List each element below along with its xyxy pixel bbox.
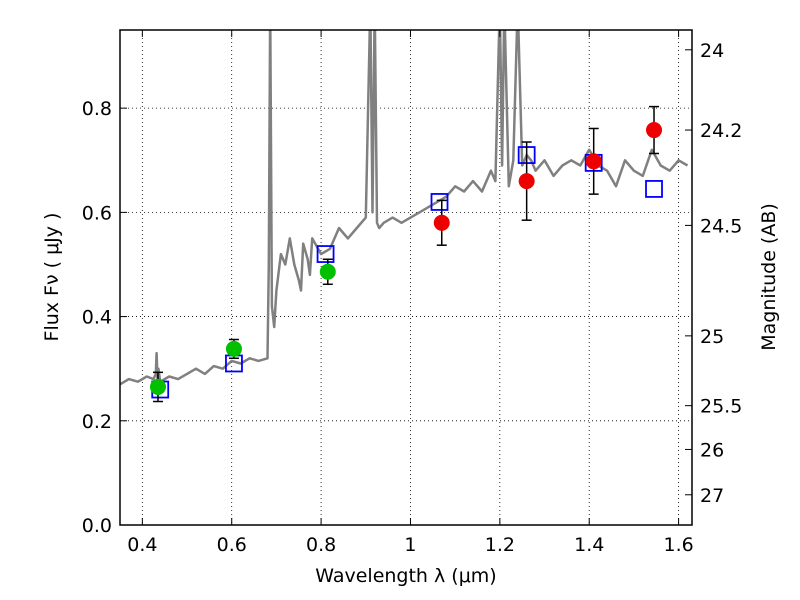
tick-layer: 0.4 0.6 0.8 1 1.2 1.4 1.6 0.0 0.2 0.4 0.6 0.8 24 24.2… — [82, 30, 742, 556]
x-tick-label: 0.8 — [306, 534, 336, 556]
photometry-point — [319, 263, 336, 280]
plot-frame — [119, 29, 693, 526]
spectrum-layer — [120, 30, 689, 386]
photometry-point — [433, 214, 450, 231]
y-tick-label: 0.4 — [82, 307, 112, 329]
y2-tick-label: 26 — [700, 439, 724, 461]
photometry-point — [149, 378, 166, 395]
y2-tick-label: 24.5 — [700, 215, 742, 237]
y-tick-label: 0.8 — [82, 98, 112, 120]
model-photometry-square — [645, 180, 663, 198]
y-axis-label: Flux Fν ( μJy ) — [41, 213, 63, 342]
y2-tick-label: 24.2 — [700, 120, 742, 142]
photometry-point — [518, 173, 535, 190]
x-tick-label: 1 — [404, 534, 416, 556]
x-axis-label: Wavelength λ (μm) — [315, 565, 496, 587]
model-photometry-square — [316, 245, 335, 263]
grid-layer — [120, 30, 692, 526]
y-tick-label: 0.0 — [82, 515, 112, 537]
y-tick-label: 0.6 — [82, 202, 112, 224]
x-tick-label: 1.2 — [485, 534, 515, 556]
y2-tick-label: 27 — [700, 485, 724, 507]
photometry-point — [585, 153, 602, 170]
y2-axis-label: Magnitude (AB) — [758, 203, 780, 351]
x-tick-label: 0.4 — [127, 534, 157, 556]
x-tick-label: 1.6 — [663, 534, 693, 556]
y2-tick-label: 24 — [700, 40, 724, 62]
spectrum-line — [120, 30, 689, 386]
model-photometry-square — [430, 193, 449, 211]
marker-layer — [149, 105, 663, 403]
y2-tick-label: 25.5 — [700, 396, 742, 418]
y-tick-label: 0.2 — [82, 411, 112, 433]
x-tick-label: 1.4 — [574, 534, 604, 556]
photometry-point — [225, 340, 242, 357]
photometry-point — [646, 122, 663, 139]
y2-tick-label: 25 — [700, 326, 724, 348]
x-tick-label: 0.6 — [217, 534, 247, 556]
